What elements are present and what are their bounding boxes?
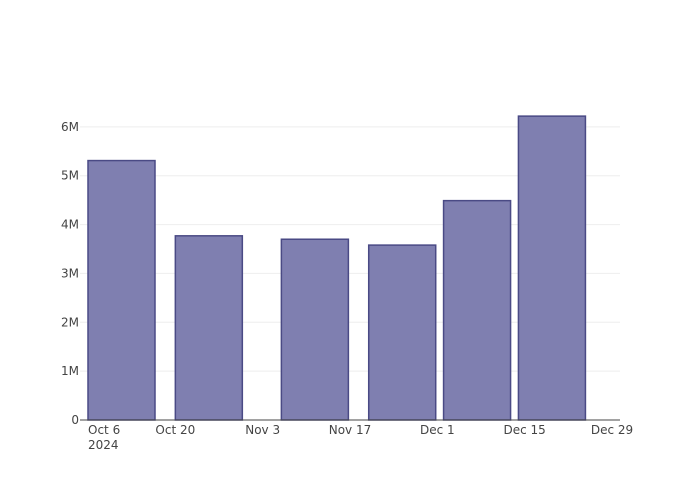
y-tick-label: 4M — [61, 218, 79, 232]
y-tick-label: 1M — [61, 364, 79, 378]
x-tick-label: Dec 15 — [504, 423, 546, 437]
bar — [174, 235, 244, 421]
x-tick-label: Oct 20 — [155, 423, 195, 437]
y-tick-label: 3M — [61, 266, 79, 280]
x-tick-label: Dec 1 — [420, 423, 455, 437]
x-tick-label: Dec 29 — [591, 423, 633, 437]
y-tick-label: 5M — [61, 169, 79, 183]
bar — [517, 115, 587, 421]
bar — [87, 159, 156, 421]
y-tick-label: 0 — [71, 413, 79, 427]
bars — [87, 115, 587, 421]
bar — [280, 238, 350, 421]
x-tick-year-label: 2024 — [88, 438, 119, 452]
y-axis-ticks: 0 1M 2M 3M 4M 5M 6M — [61, 120, 79, 427]
x-tick-label: Nov 3 — [245, 423, 280, 437]
y-tick-label: 6M — [61, 120, 79, 134]
x-tick-label: Oct 6 — [88, 423, 120, 437]
x-tick-label: Nov 17 — [329, 423, 372, 437]
x-axis-ticks: 2024 Oct 6 Oct 20 Nov 3 Nov 17 Dec 1 Dec 15 De… — [88, 423, 633, 452]
bar — [367, 244, 437, 421]
bar — [442, 199, 512, 421]
y-tick-label: 2M — [61, 315, 79, 329]
